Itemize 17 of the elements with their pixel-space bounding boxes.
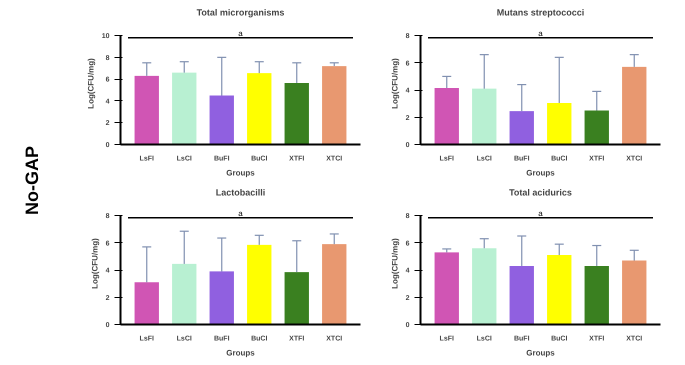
x-axis-title: Groups bbox=[526, 348, 556, 358]
y-axis-title: Log(CFU/mg) bbox=[86, 58, 96, 109]
annotation: a bbox=[538, 208, 544, 218]
y-axis-title: Log(CFU/mg) bbox=[390, 238, 400, 289]
x-axis-title: Groups bbox=[526, 168, 556, 178]
y-axis-title: Log(CFU/mg) bbox=[390, 58, 400, 109]
chart-title: Lactobacilli bbox=[216, 188, 266, 198]
annotation: a bbox=[238, 208, 244, 218]
chart-title: Mutans streptococci bbox=[496, 8, 584, 18]
chart-title: Total acidurics bbox=[509, 188, 572, 198]
annotation: a bbox=[538, 28, 544, 38]
x-axis-title: Groups bbox=[226, 348, 256, 358]
x-axis-title: Groups bbox=[226, 168, 256, 178]
annotation: a bbox=[238, 28, 244, 38]
chart-title: Total microrganisms bbox=[196, 8, 284, 18]
text: No-GAP bbox=[22, 146, 42, 215]
y-axis-title: Log(CFU/mg) bbox=[90, 238, 100, 289]
